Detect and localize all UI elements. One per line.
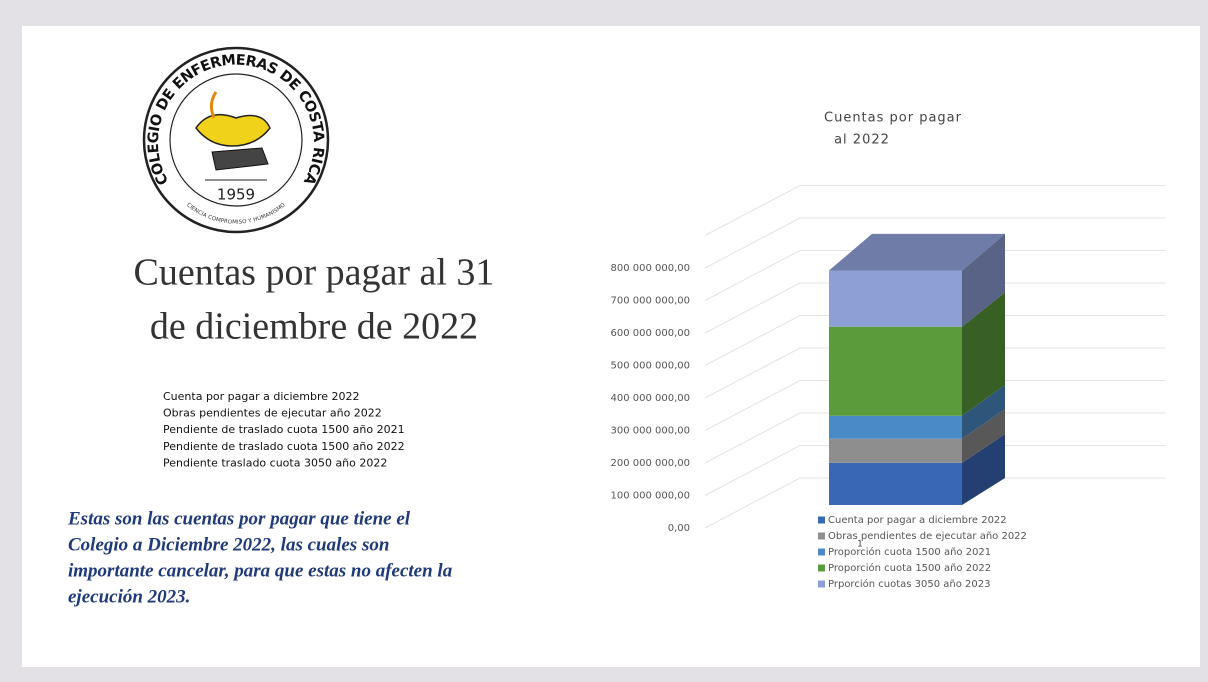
legend-swatch bbox=[818, 516, 825, 524]
y-tick-label: 300 000 000,00 bbox=[610, 426, 690, 437]
legend-label: Prporción cuotas 3050 año 2023 bbox=[828, 578, 990, 590]
chart-title-line: al 2022 bbox=[834, 133, 890, 148]
y-tick-label: 400 000 000,00 bbox=[610, 393, 690, 404]
y-tick-label: 700 000 000,00 bbox=[610, 296, 690, 307]
y-tick-label: 200 000 000,00 bbox=[610, 458, 690, 469]
bar-segment-top bbox=[829, 233, 1005, 271]
legend-swatch bbox=[818, 548, 825, 556]
plot-frame bbox=[704, 185, 1165, 236]
logo-year: 1959 bbox=[217, 186, 255, 204]
chart-title-line: Cuentas por pagar bbox=[824, 111, 962, 126]
y-tick-label: 100 000 000,00 bbox=[610, 491, 690, 502]
bar-segment bbox=[829, 326, 962, 416]
bar-segment bbox=[829, 270, 962, 327]
bar-segment-side bbox=[962, 409, 1005, 463]
legend-swatch bbox=[818, 564, 825, 572]
bar-segment bbox=[829, 415, 962, 439]
legend-label: Proporción cuota 1500 año 2021 bbox=[828, 546, 991, 558]
slide-title-line: Cuentas por pagar al 31 bbox=[134, 252, 495, 294]
y-tick-label: 800 000 000,00 bbox=[610, 263, 690, 274]
bar-segment bbox=[829, 438, 962, 463]
logo-flame bbox=[209, 91, 218, 119]
logo-lamp bbox=[195, 113, 271, 147]
note-line: Colegio a Diciembre 2022, las cuales son bbox=[68, 534, 389, 555]
list-item: Obras pendientes de ejecutar año 2022 bbox=[163, 407, 382, 420]
grid-line bbox=[704, 412, 1165, 464]
list-item: Pendiente traslado cuota 3050 año 2022 bbox=[163, 456, 387, 469]
y-tick-label: 600 000 000,00 bbox=[610, 328, 690, 339]
bar-segment-side bbox=[962, 292, 1005, 416]
grid-line bbox=[704, 380, 1165, 431]
slide-title-line: de diciembre de 2022 bbox=[150, 306, 478, 348]
legend-swatch bbox=[818, 580, 825, 588]
note-line: ejecución 2023. bbox=[68, 586, 190, 607]
item-list: Cuenta por pagar a diciembre 2022 Obras p… bbox=[163, 390, 405, 469]
grid-line bbox=[704, 217, 1165, 269]
note-line: importante cancelar, para que estas no a… bbox=[68, 560, 453, 581]
note-line: Estas son las cuentas por pagar que tien… bbox=[67, 508, 411, 529]
y-tick-label: 500 000 000,00 bbox=[610, 361, 690, 372]
grid-line bbox=[704, 347, 1165, 399]
list-item: Cuenta por pagar a diciembre 2022 bbox=[163, 390, 360, 403]
x-tick-label: 1 bbox=[857, 540, 863, 550]
logo-book bbox=[211, 147, 269, 171]
list-item: Pendiente de traslado cuota 1500 año 202… bbox=[163, 423, 405, 436]
grid-line bbox=[704, 477, 1165, 529]
bar-segment bbox=[829, 462, 962, 505]
bar-segment-side bbox=[962, 434, 1005, 505]
grid-line bbox=[704, 445, 1165, 496]
grid-line bbox=[704, 315, 1165, 366]
legend-label: Cuenta por pagar a diciembre 2022 bbox=[828, 515, 1007, 526]
grid-line bbox=[704, 282, 1165, 334]
note: Estas son las cuentas por pagar que tien… bbox=[67, 508, 453, 607]
legend-swatch bbox=[818, 532, 825, 540]
bar-segment-side bbox=[962, 233, 1005, 327]
logo: COLEGIO DE ENFERMERAS DE COSTA RICA CIEN… bbox=[142, 46, 330, 234]
list-item: Pendiente de traslado cuota 1500 año 202… bbox=[163, 440, 405, 453]
bar-segment-side bbox=[962, 385, 1005, 439]
y-tick-label: 0,00 bbox=[668, 523, 690, 534]
legend-label: Obras pendientes de ejecutar año 2022 bbox=[828, 531, 1027, 542]
grid-line bbox=[704, 250, 1165, 301]
legend-label: Proporción cuota 1500 año 2022 bbox=[828, 562, 991, 574]
